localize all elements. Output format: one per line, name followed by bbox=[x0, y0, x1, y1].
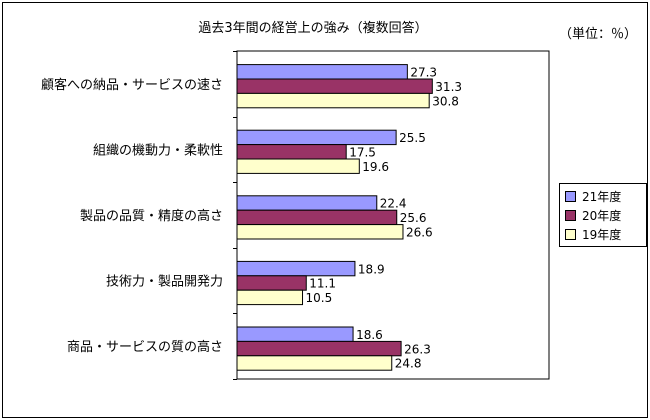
bar bbox=[236, 260, 356, 277]
legend-item-19: 19年度 bbox=[565, 226, 621, 242]
data-label: 11.1 bbox=[309, 277, 336, 291]
category-label: 商品・サービスの質の高さ bbox=[67, 339, 223, 355]
bar bbox=[236, 129, 397, 146]
bar bbox=[236, 78, 433, 94]
data-label: 27.3 bbox=[410, 66, 437, 80]
data-label: 30.8 bbox=[432, 94, 459, 108]
bar bbox=[236, 275, 307, 291]
bar bbox=[236, 158, 360, 174]
legend-label-19: 19年度 bbox=[582, 227, 622, 242]
data-label: 18.6 bbox=[356, 328, 383, 342]
bar bbox=[236, 355, 393, 371]
category-label: 組織の機動力・柔軟性 bbox=[93, 142, 223, 158]
data-label: 22.4 bbox=[380, 197, 407, 211]
unit-label: （単位：％） bbox=[559, 27, 638, 42]
category-label: 顧客への納品・サービスの速さ bbox=[41, 77, 223, 93]
bar bbox=[236, 326, 354, 342]
category-label: 技術力・製品開発力 bbox=[106, 275, 223, 290]
legend-item-21: 21年度 bbox=[565, 188, 621, 204]
legend-swatch-21 bbox=[565, 190, 576, 202]
data-label: 19.6 bbox=[362, 160, 389, 174]
data-label: 24.8 bbox=[395, 357, 422, 371]
bar bbox=[236, 340, 402, 357]
legend-label-20: 20年度 bbox=[582, 208, 622, 223]
data-label: 31.3 bbox=[435, 80, 462, 94]
legend-swatch-20 bbox=[565, 209, 576, 221]
bar bbox=[236, 195, 378, 211]
bar bbox=[236, 92, 430, 109]
category-label: 製品の品質・精度の高さ bbox=[80, 208, 223, 224]
bar bbox=[236, 289, 304, 306]
legend: 21年度 20年度 19年度 bbox=[559, 183, 647, 247]
data-label: 25.6 bbox=[400, 211, 427, 225]
bar bbox=[236, 144, 347, 160]
legend-swatch-19 bbox=[565, 228, 576, 240]
data-label: 25.5 bbox=[399, 131, 426, 145]
legend-label-21: 21年度 bbox=[582, 189, 622, 204]
bar bbox=[236, 224, 404, 240]
bar bbox=[236, 209, 398, 226]
data-label: 18.9 bbox=[358, 262, 385, 276]
chart-title: 過去3年間の経営上の強み（複数回答） bbox=[198, 21, 428, 36]
data-label: 26.3 bbox=[404, 342, 431, 356]
data-label: 10.5 bbox=[306, 291, 333, 305]
data-label: 26.6 bbox=[406, 226, 433, 240]
bar bbox=[236, 64, 408, 80]
legend-item-20: 20年度 bbox=[565, 207, 621, 223]
data-label: 17.5 bbox=[349, 146, 376, 160]
